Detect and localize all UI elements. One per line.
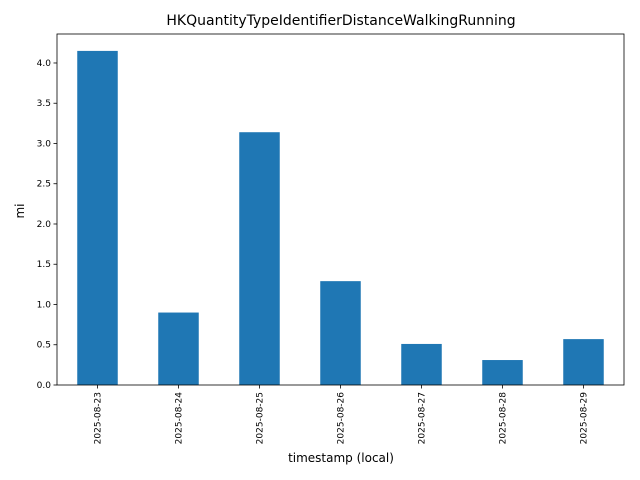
y-tick-label: 0.5: [37, 341, 51, 351]
x-tick-label: 2025-08-27: [418, 392, 428, 444]
x-tick-label: 2025-08-24: [175, 392, 185, 445]
x-axis-label: timestamp (local): [288, 451, 394, 465]
y-tick-label: 1.5: [37, 260, 51, 270]
y-tick-label: 3.0: [37, 139, 52, 149]
bar: [482, 360, 523, 385]
x-tick-label: 2025-08-25: [256, 392, 266, 444]
bar: [401, 343, 442, 385]
y-tick-label: 2.0: [37, 220, 52, 230]
bar: [77, 50, 118, 385]
y-axis-label: mi: [13, 203, 27, 218]
x-tick-label: 2025-08-28: [499, 392, 509, 445]
x-tick-label: 2025-08-29: [580, 392, 590, 445]
bar: [320, 281, 361, 385]
y-tick-label: 1.0: [37, 300, 52, 310]
y-tick-label: 3.5: [37, 99, 51, 109]
x-tick-label: 2025-08-26: [337, 392, 347, 445]
y-tick-label: 0.0: [37, 381, 52, 391]
x-tick-label: 2025-08-23: [94, 392, 104, 444]
bar: [563, 339, 604, 385]
plot-frame: [56, 33, 625, 386]
y-tick-label: 2.5: [37, 180, 51, 190]
y-tick-label: 4.0: [37, 59, 52, 69]
chart-title: HKQuantityTypeIdentifierDistanceWalkingR…: [166, 13, 515, 29]
bar: [158, 312, 199, 385]
bar: [239, 132, 280, 385]
